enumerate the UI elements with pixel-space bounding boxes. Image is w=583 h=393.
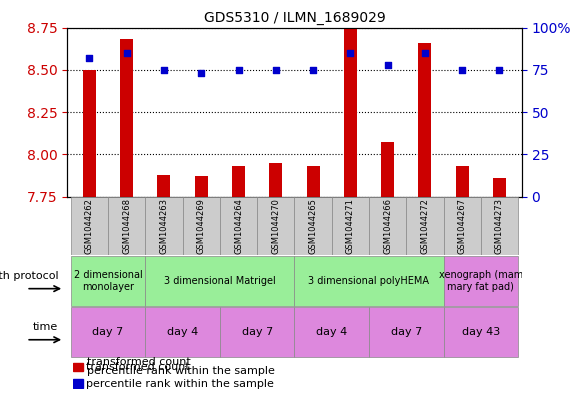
Point [159,67,168,73]
Point [346,50,355,56]
Bar [120,39,133,197]
Text: GSM1044262: GSM1044262 [85,198,94,254]
Point [458,67,467,73]
Point [234,67,243,73]
Bar [406,196,444,255]
Bar [145,196,182,255]
Bar [83,70,96,196]
Text: 2 dimensional
monolayer: 2 dimensional monolayer [73,270,142,292]
Bar [71,196,108,255]
Bar [419,43,431,196]
Bar [269,163,282,196]
Bar [444,196,481,255]
Point [308,67,318,73]
Point [420,50,430,56]
Text: GSM1044270: GSM1044270 [271,198,280,254]
Text: day 4: day 4 [167,327,198,337]
Text: GSM1044273: GSM1044273 [495,198,504,254]
Text: 3 dimensional polyHEMA: 3 dimensional polyHEMA [308,276,430,286]
Text: day 7: day 7 [93,327,124,337]
Text: GSM1044266: GSM1044266 [383,198,392,254]
Text: GSM1044264: GSM1044264 [234,198,243,254]
Text: day 7: day 7 [391,327,422,337]
Bar [481,196,518,255]
Bar [220,307,294,357]
Point [495,67,504,73]
Text: transformed count: transformed count [86,362,189,372]
Bar [493,178,506,196]
Bar [369,196,406,255]
Bar [369,307,444,357]
Text: GSM1044272: GSM1044272 [420,198,429,254]
Bar [157,174,170,196]
Point [196,70,206,76]
Bar [294,256,444,306]
Point [271,67,280,73]
Bar [444,256,518,306]
Bar [73,363,83,371]
Text: growth protocol: growth protocol [0,271,58,281]
Bar [456,166,469,196]
Bar [73,380,83,387]
Point [122,50,131,56]
Bar [108,196,145,255]
Text: day 43: day 43 [462,327,500,337]
Point [383,62,392,68]
Bar [195,176,208,196]
Text: 3 dimensional Matrigel: 3 dimensional Matrigel [164,276,276,286]
Text: day 4: day 4 [316,327,347,337]
Bar [294,307,369,357]
Text: GSM1044268: GSM1044268 [122,198,131,254]
Text: xenograph (mam
mary fat pad): xenograph (mam mary fat pad) [438,270,523,292]
Bar [220,196,257,255]
Bar [294,196,332,255]
Bar [71,307,145,357]
Text: transformed count: transformed count [87,356,191,367]
Bar [332,196,369,255]
Bar [307,166,319,196]
Text: day 7: day 7 [241,327,273,337]
Bar [257,196,294,255]
Bar [145,307,220,357]
Bar [381,142,394,196]
Text: percentile rank within the sample: percentile rank within the sample [86,378,274,389]
Text: GSM1044269: GSM1044269 [196,198,206,254]
Title: GDS5310 / ILMN_1689029: GDS5310 / ILMN_1689029 [203,11,385,25]
Bar [444,307,518,357]
Text: GSM1044265: GSM1044265 [308,198,318,254]
Bar [71,256,145,306]
Bar [182,196,220,255]
Text: GSM1044271: GSM1044271 [346,198,355,254]
Text: GSM1044267: GSM1044267 [458,198,466,254]
Text: time: time [33,322,58,332]
Bar [145,256,294,306]
Text: percentile rank within the sample: percentile rank within the sample [87,366,275,376]
Bar [232,166,245,196]
Bar [344,29,357,196]
Text: GSM1044263: GSM1044263 [160,198,168,254]
Point [85,55,94,61]
